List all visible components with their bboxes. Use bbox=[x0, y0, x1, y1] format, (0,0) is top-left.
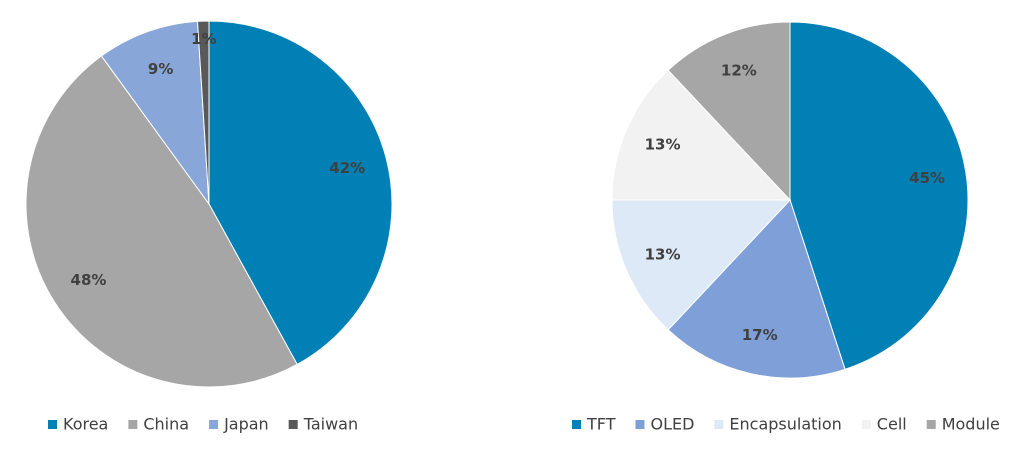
pie-slice bbox=[789, 21, 969, 370]
legend-label: Japan bbox=[223, 415, 269, 434]
pie-slice bbox=[25, 55, 298, 388]
legend-label: Module bbox=[942, 415, 1000, 434]
data-label: 45% bbox=[909, 169, 945, 187]
legend-swatch bbox=[288, 420, 298, 429]
data-label: 42% bbox=[329, 159, 365, 177]
legend-label: Korea bbox=[63, 415, 108, 434]
legend-swatch bbox=[861, 420, 871, 429]
pie-slice bbox=[100, 20, 210, 206]
legend-swatch bbox=[128, 420, 138, 429]
legend-label: China bbox=[143, 415, 189, 434]
legend-label: OLED bbox=[650, 415, 694, 434]
legend-label: Encapsulation bbox=[729, 415, 841, 434]
pie-slice bbox=[208, 20, 393, 366]
legend-label: Taiwan bbox=[303, 415, 358, 434]
pie-slice bbox=[667, 21, 791, 202]
data-label: 17% bbox=[742, 326, 778, 344]
legend-swatch bbox=[635, 420, 645, 429]
data-label: 48% bbox=[71, 271, 107, 289]
pie-slice bbox=[611, 199, 792, 331]
legend-swatch bbox=[926, 420, 936, 429]
data-label: 13% bbox=[645, 246, 681, 264]
legend-swatch bbox=[48, 420, 57, 429]
data-label: 12% bbox=[721, 61, 757, 79]
pie-slice bbox=[196, 20, 210, 205]
pie-slice bbox=[667, 199, 846, 379]
legend-label: Cell bbox=[877, 415, 907, 434]
legend-swatch bbox=[209, 420, 219, 429]
legend-swatch bbox=[714, 420, 724, 429]
legend-swatch bbox=[572, 420, 581, 429]
pie-slice bbox=[611, 69, 792, 201]
data-label: 1% bbox=[191, 30, 216, 48]
data-label: 13% bbox=[645, 135, 681, 153]
data-label: 9% bbox=[148, 60, 173, 78]
legend-label: TFT bbox=[586, 415, 616, 434]
